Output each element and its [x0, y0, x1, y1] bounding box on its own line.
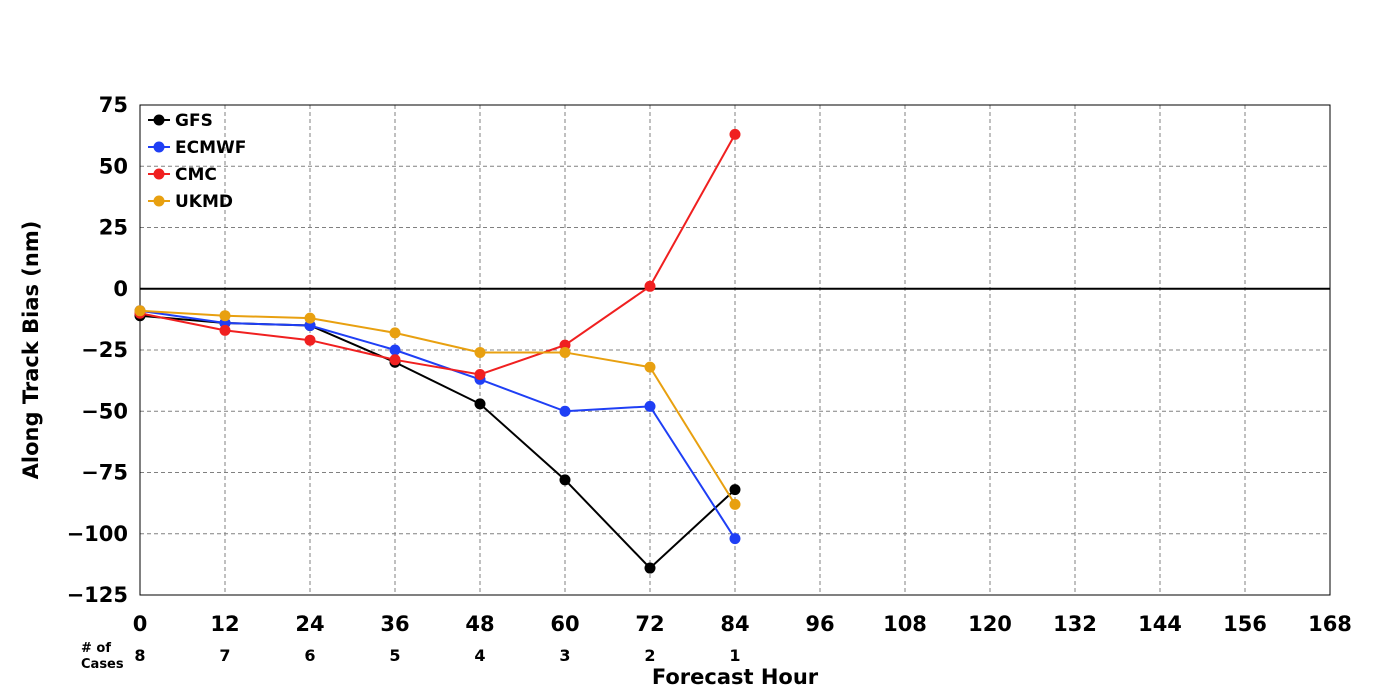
x-tick-label: 12	[210, 612, 239, 636]
y-tick-label: −25	[81, 338, 128, 362]
data-point	[389, 354, 401, 366]
legend-label: CMC	[175, 165, 217, 185]
y-tick-labels: 75 50 25 0 −25 −50 −75 −100 −125	[67, 93, 128, 607]
y-axis-label: Along Track Bias (nm)	[19, 221, 43, 480]
y-tick-label: 75	[99, 93, 128, 117]
x-tick-label: 132	[1053, 612, 1097, 636]
x-tick-label: 168	[1308, 612, 1352, 636]
y-tick-label: 0	[113, 277, 128, 301]
x-tick-label: 156	[1223, 612, 1267, 636]
data-point	[219, 310, 231, 322]
data-point	[729, 533, 741, 545]
data-point	[644, 400, 656, 412]
x-axis-label: Forecast Hour	[652, 665, 819, 689]
y-tick-label: 50	[99, 154, 128, 178]
case-count: 8	[134, 646, 145, 665]
x-tick-label: 84	[720, 612, 749, 636]
data-point	[644, 361, 656, 373]
legend-item-ukmd: UKMD	[148, 192, 233, 212]
data-point	[729, 484, 741, 496]
series-ukmd	[134, 305, 741, 510]
grid-lines	[140, 105, 1330, 595]
case-count: 4	[474, 646, 485, 665]
data-point	[729, 128, 741, 140]
legend-swatch-marker	[153, 168, 165, 180]
case-count: 1	[729, 646, 740, 665]
data-point	[644, 562, 656, 574]
series-line	[139, 309, 736, 505]
x-tick-label: 0	[133, 612, 148, 636]
case-count: 6	[304, 646, 315, 665]
series-line	[139, 314, 736, 570]
series-line	[139, 133, 736, 376]
x-tick-label: 144	[1138, 612, 1182, 636]
case-count: 3	[559, 646, 570, 665]
plot-frame	[139, 104, 1331, 596]
x-tick-labels: 0 12 24 36 48 60 72 84 96 108 120 132 144 156 168	[133, 612, 1352, 636]
y-tick-label: −100	[67, 522, 128, 546]
case-count: 7	[219, 646, 230, 665]
data-point	[304, 312, 316, 324]
x-tick-label: 96	[805, 612, 834, 636]
data-series	[134, 128, 741, 574]
y-tick-label: 25	[99, 216, 128, 240]
data-point	[559, 474, 571, 486]
x-tick-label: 24	[295, 612, 324, 636]
legend-swatch-marker	[153, 141, 165, 153]
data-point	[304, 334, 316, 346]
legend-label: ECMWF	[175, 138, 246, 158]
case-count: 2	[644, 646, 655, 665]
x-tick-label: 36	[380, 612, 409, 636]
data-point	[474, 369, 486, 380]
data-point	[559, 346, 571, 358]
legend-item-cmc: CMC	[148, 165, 217, 185]
data-point	[134, 305, 146, 317]
data-point	[559, 405, 571, 417]
y-tick-label: −75	[81, 461, 128, 485]
x-tick-label: 60	[550, 612, 579, 636]
x-tick-label: 108	[883, 612, 927, 636]
cases-label-line-1: # of	[81, 641, 111, 656]
cases-label-line-2: Cases	[81, 657, 124, 672]
x-tick-label: 120	[968, 612, 1012, 636]
case-counts: # of Cases 8 7 6 5 4 3 2 1	[81, 641, 741, 672]
legend-item-gfs: GFS	[148, 111, 213, 131]
data-point	[389, 344, 401, 356]
y-tick-label: −50	[81, 399, 128, 423]
legend-label: UKMD	[175, 192, 233, 212]
legend-swatch-marker	[153, 195, 165, 207]
data-point	[729, 498, 741, 510]
legend: GFS ECMWF CMC UKMD	[148, 111, 246, 212]
legend-label: GFS	[175, 111, 213, 131]
legend-swatch-marker	[153, 114, 165, 126]
data-point	[474, 398, 486, 410]
series-ecmwf	[134, 305, 741, 545]
series-line	[139, 309, 736, 540]
data-point	[389, 327, 401, 339]
data-point	[644, 280, 656, 292]
x-tick-label: 48	[465, 612, 494, 636]
data-point	[474, 346, 486, 358]
data-point	[219, 324, 231, 336]
case-count: 5	[389, 646, 400, 665]
legend-item-ecmwf: ECMWF	[148, 138, 246, 158]
y-tick-label: −125	[67, 583, 128, 607]
x-tick-label: 72	[635, 612, 664, 636]
